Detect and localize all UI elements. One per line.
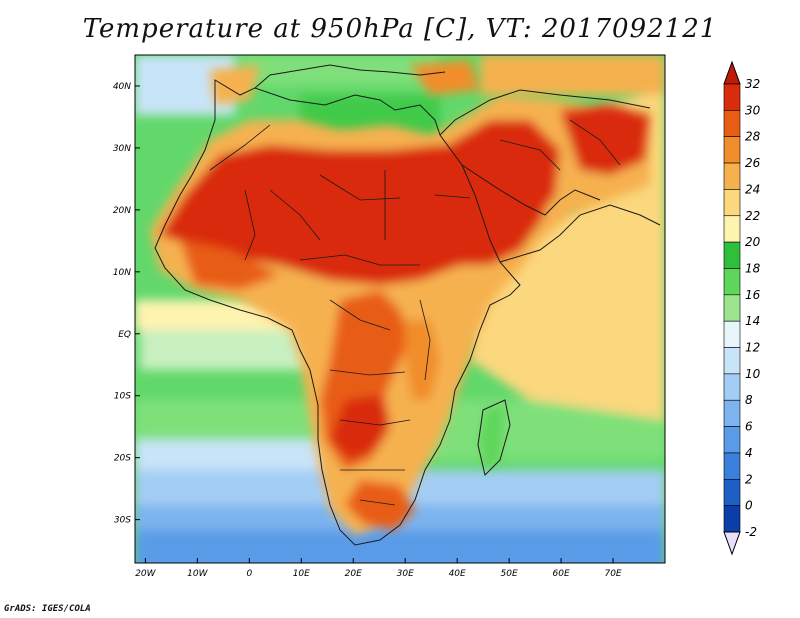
colorbar-swatch [723, 347, 741, 375]
lon-tick-label: 50E [501, 569, 518, 579]
lat-tick-label: 10S [114, 392, 131, 402]
colorbar-label: -2 [745, 525, 757, 539]
lon-tick-label: 60E [553, 569, 570, 579]
lon-tick-label: 0 [246, 569, 252, 579]
colorbar-label: 12 [745, 341, 760, 355]
lat-tick-label: 30N [113, 144, 131, 154]
lon-tick-label: 10E [293, 569, 310, 579]
colorbar-label: 16 [745, 288, 761, 302]
colorbar-label: 18 [745, 261, 761, 275]
colorbar-label: 8 [745, 393, 753, 407]
colorbar-label: 32 [745, 77, 760, 91]
lon-tick-label: 30E [397, 569, 414, 579]
colorbar-label: 22 [745, 209, 760, 223]
colorbar-label: 10 [745, 367, 761, 381]
colorbar-label: 6 [745, 420, 753, 434]
lat-tick-label: 40N [113, 82, 131, 92]
colorbar-swatch [723, 505, 741, 533]
grads-credit: GrADS: IGES/COLA [4, 604, 91, 614]
colorbar-swatch [723, 136, 741, 164]
colorbar-swatch [723, 478, 741, 506]
colorbar-label: 28 [745, 130, 761, 144]
colorbar-label: 4 [745, 446, 753, 460]
lat-tick-label: 30S [114, 516, 131, 526]
colorbar-label: 30 [745, 103, 761, 117]
colorbar-swatch [723, 241, 741, 269]
colorbar-swatch [723, 162, 741, 190]
lon-tick-label: 10W [187, 569, 208, 579]
lat-tick-label: 20S [114, 454, 131, 464]
map-title: Temperature at 950hPa [C], VT: 201709212… [82, 14, 718, 44]
colorbar-swatch [723, 452, 741, 480]
colorbar-swatch [723, 399, 741, 427]
lat-tick-label: 20N [113, 206, 131, 216]
colorbar-label: 0 [745, 499, 753, 513]
country-borders [209, 119, 621, 506]
longitude-labels: 20W 10W 0 10E 20E 30E 40E 50E 60E 70E [135, 558, 622, 579]
lat-tick-label: EQ [118, 330, 131, 340]
colorbar-swatch [723, 83, 741, 111]
colorbar-min-arrow [723, 531, 741, 556]
colorbar-label: 24 [745, 182, 760, 196]
colorbar-label: 2 [745, 472, 753, 486]
colorbar-swatch [723, 215, 741, 243]
colorbar-swatch [723, 320, 741, 348]
lon-tick-label: 20E [345, 569, 362, 579]
colorbar-label: 14 [745, 314, 760, 328]
latitude-labels: 40N 30N 20N 10N EQ 10S 20S 30S [113, 82, 140, 526]
map-frame [134, 54, 666, 564]
colorbar-label: 26 [745, 156, 761, 170]
colorbar-swatch [723, 189, 741, 217]
colorbar-swatch [723, 294, 741, 322]
colorbar-max-arrow [723, 60, 741, 85]
colorbar-swatch [723, 426, 741, 454]
lon-tick-label: 40E [449, 569, 466, 579]
coastlines [154, 64, 661, 546]
colorbar-swatch [723, 268, 741, 296]
colorbar-swatch [723, 373, 741, 401]
lon-tick-label: 20W [135, 569, 156, 579]
temperature-field [135, 55, 665, 563]
lat-tick-label: 10N [113, 268, 131, 278]
colorbar-swatch [723, 110, 741, 138]
lon-tick-label: 70E [604, 569, 621, 579]
colorbar-label: 20 [745, 235, 761, 249]
